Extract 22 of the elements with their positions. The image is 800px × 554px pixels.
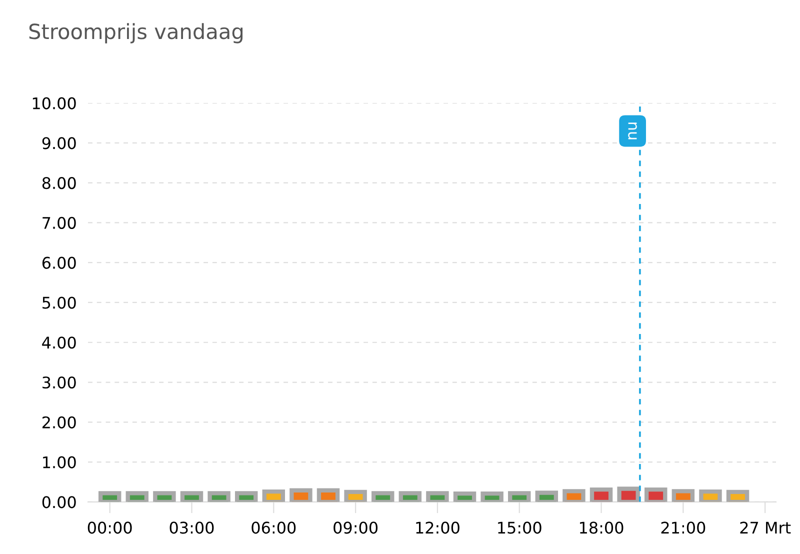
y-tick-label: 2.00: [42, 416, 76, 428]
y-tick-label: 3.00: [42, 376, 76, 389]
y-tick-label: 0.00: [42, 496, 76, 508]
y-tick-label: 8.00: [42, 177, 76, 190]
y-tick-label: 7.00: [42, 216, 76, 230]
y-tick-label: 10.00: [32, 97, 76, 110]
y-tick-label: 1.00: [43, 456, 76, 468]
x-tick-label: 03:00: [170, 522, 214, 534]
y-tick-label: 6.00: [42, 256, 76, 269]
x-tick-label: 21:00: [661, 522, 706, 534]
chart-title: Stroomprijs vandaag: [29, 23, 243, 44]
x-tick-label: 18:00: [580, 522, 624, 534]
x-tick-label: 06:00: [252, 522, 296, 534]
y-tick-label: 4.00: [42, 336, 76, 349]
x-tick-label: 27 Mrt: [740, 522, 791, 534]
y-tick-label: 5.00: [42, 296, 76, 309]
x-tick-label: 00:00: [88, 522, 132, 534]
y-tick-label: 9.00: [42, 137, 76, 150]
x-tick-label: 15:00: [498, 522, 542, 534]
ref-line-label: nu: [628, 122, 637, 140]
x-tick-label: 12:00: [416, 522, 460, 534]
x-tick-label: 09:00: [334, 522, 378, 534]
